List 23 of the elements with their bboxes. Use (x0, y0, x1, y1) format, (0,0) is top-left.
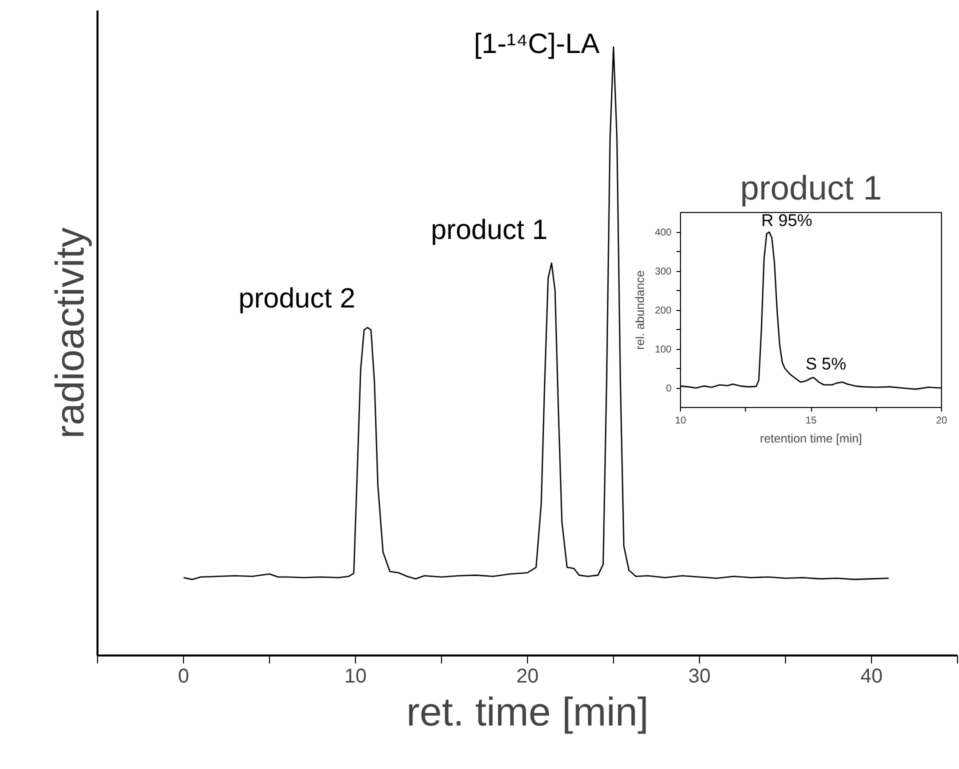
annotation: R 95% (761, 211, 812, 230)
chart-title: product 1 (740, 170, 882, 208)
y-tick-label: 200 (654, 306, 672, 316)
y-axis-title: rel. abundance (632, 270, 647, 350)
x-tick-label: 0 (178, 666, 190, 688)
y-tick-label: 400 (654, 228, 672, 238)
y-tick-label: 300 (654, 266, 672, 278)
x-tick-label: 10 (344, 666, 367, 688)
x-tick-label: 40 (860, 666, 883, 688)
x-tick-label: 10 (674, 416, 686, 426)
x-tick-label: 15 (805, 416, 817, 426)
y-tick-label: 0 (666, 384, 672, 394)
annotation: [1-¹⁴C]-LA (474, 28, 600, 60)
x-tick-label: 20 (936, 416, 948, 426)
x-axis-title: ret. time [min] (406, 690, 649, 734)
annotation: product 2 (238, 282, 356, 314)
y-axis-title: radioactivity (48, 227, 92, 439)
x-tick-label: 30 (688, 666, 711, 688)
x-axis-title: retention time [min] (760, 432, 862, 446)
annotation: S 5% (806, 354, 846, 374)
y-tick-label: 100 (654, 344, 672, 356)
annotation: product 1 (430, 214, 548, 246)
x-tick-label: 20 (516, 666, 539, 688)
